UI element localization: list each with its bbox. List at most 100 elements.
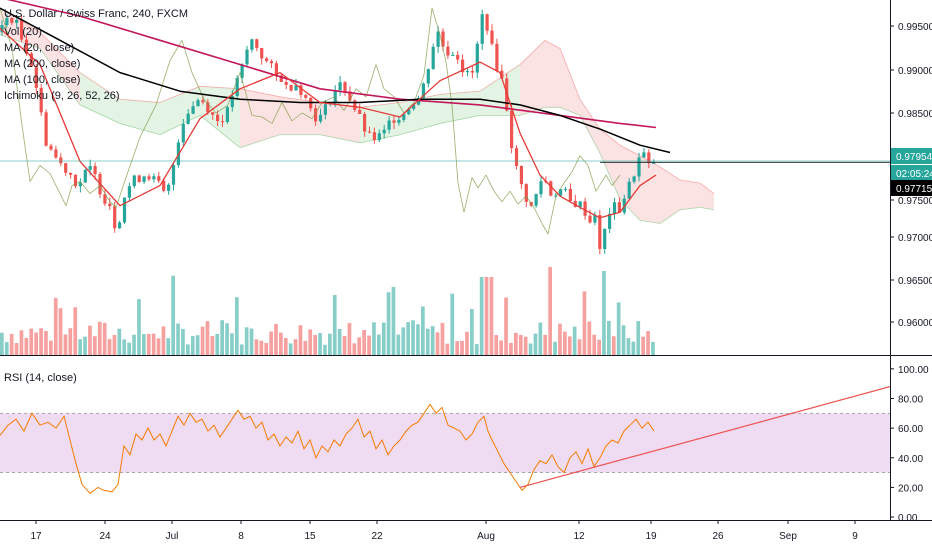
- volume-bar: [235, 297, 239, 355]
- candle-body: [314, 108, 318, 122]
- indicator-legend-ma20[interactable]: MA (20, close): [4, 42, 75, 54]
- candle-body: [583, 201, 587, 216]
- symbol-legend[interactable]: U.S. Dollar / Swiss Franc, 240, FXCM: [4, 8, 188, 20]
- candle-body: [451, 54, 455, 56]
- ma20-line: [0, 27, 657, 219]
- candle-body: [480, 14, 484, 44]
- price-tick-label: 0.97500: [898, 196, 932, 207]
- time-tick-label: Jul: [166, 531, 179, 542]
- time-tick-label: 15: [304, 531, 316, 542]
- time-tick-label: 8: [238, 531, 244, 542]
- candle-body: [343, 82, 347, 92]
- ichimoku-cloud-segment: [320, 102, 360, 143]
- indicator-legend-vol[interactable]: Vol (20): [4, 26, 42, 38]
- ma200-line: [6, 0, 657, 129]
- volume-bar: [381, 322, 386, 355]
- candle-body: [255, 39, 259, 48]
- volume-bar: [563, 331, 567, 355]
- candle-body: [568, 188, 572, 201]
- ichimoku-cloud-segment: [200, 86, 240, 148]
- ichimoku-cloud-segment: [680, 179, 700, 210]
- volume-bar: [303, 340, 308, 355]
- candle-body: [441, 31, 445, 47]
- volume-bar: [156, 338, 161, 355]
- volume-bar: [176, 323, 180, 355]
- volume-bar: [543, 334, 548, 355]
- candle-body: [510, 110, 514, 149]
- candle-body: [73, 174, 78, 187]
- volume-bar: [411, 320, 415, 355]
- volume-bar: [68, 328, 73, 355]
- candle-body: [588, 215, 592, 223]
- volume-bar: [53, 297, 58, 355]
- candle-body: [211, 112, 215, 115]
- indicator-legend-ma100[interactable]: MA (100, close): [4, 74, 81, 86]
- candle-body: [519, 166, 523, 185]
- volume-bar: [88, 325, 92, 355]
- volume-bar: [474, 344, 479, 355]
- volume-bar: [117, 328, 122, 355]
- rsi-tick-label: 0.00: [898, 513, 918, 524]
- volume-bar: [249, 328, 254, 355]
- candle-body: [216, 114, 220, 122]
- volume-bar: [254, 339, 259, 355]
- volume-bar: [646, 331, 650, 355]
- ichimoku-cloud-segment: [240, 88, 280, 148]
- volume-bar: [602, 271, 606, 355]
- ma100-line: [0, 7, 671, 154]
- candle-body: [603, 228, 607, 250]
- candle-body: [632, 176, 636, 182]
- volume-bar: [611, 336, 616, 355]
- price-tag-label: 0.97715: [896, 184, 932, 195]
- volume-bar: [9, 333, 14, 355]
- volume-bar: [274, 323, 278, 355]
- volume-bar: [107, 339, 112, 355]
- volume-bar: [151, 333, 156, 355]
- volume-bar: [4, 342, 9, 355]
- ichimoku-cloud-segment: [400, 94, 440, 135]
- volume-bar: [225, 323, 229, 355]
- candle-body: [652, 162, 656, 164]
- volume-bar: [450, 293, 455, 355]
- volume-bar: [166, 338, 171, 355]
- candle-body: [39, 87, 43, 113]
- price-tick-label: 0.98500: [898, 109, 932, 120]
- time-tick-label: 9: [852, 531, 858, 542]
- time-tick-label: Sep: [779, 531, 797, 542]
- candle-body: [122, 197, 127, 223]
- volume-bar: [514, 332, 518, 355]
- candle-body: [103, 194, 107, 204]
- volume-bar: [239, 344, 244, 355]
- candle-body: [559, 189, 563, 196]
- candle-body: [642, 152, 646, 158]
- volume-bar: [401, 327, 406, 355]
- candle-body: [220, 121, 225, 123]
- volume-bar: [24, 337, 29, 355]
- volume-bar: [29, 328, 34, 355]
- volume-bar: [421, 306, 425, 355]
- ichimoku-cloud-segment: [520, 40, 545, 116]
- candle-body: [338, 82, 342, 91]
- volume-bar: [518, 334, 523, 355]
- volume-bar: [58, 308, 63, 355]
- ichimoku-span-a: [0, 7, 715, 194]
- volume-bar: [533, 333, 538, 355]
- volume-bar: [195, 335, 200, 355]
- volume-bar: [445, 343, 450, 355]
- candle-body: [539, 181, 543, 195]
- candle-body: [475, 43, 479, 73]
- volume-bar: [323, 344, 327, 355]
- volume-bar: [425, 328, 430, 355]
- candle-body: [363, 113, 367, 132]
- indicator-legend-ichimoku[interactable]: Ichimoku (9, 26, 52, 26): [4, 90, 120, 102]
- volume-bar: [607, 320, 611, 355]
- indicator-legend-ma200[interactable]: MA (200, close): [4, 58, 81, 70]
- volume-bar: [616, 302, 621, 355]
- candle-body: [318, 114, 323, 122]
- candle-body: [118, 222, 122, 229]
- volume-bar: [44, 331, 48, 355]
- rsi-legend[interactable]: RSI (14, close): [4, 372, 77, 384]
- volume-bar: [626, 338, 631, 355]
